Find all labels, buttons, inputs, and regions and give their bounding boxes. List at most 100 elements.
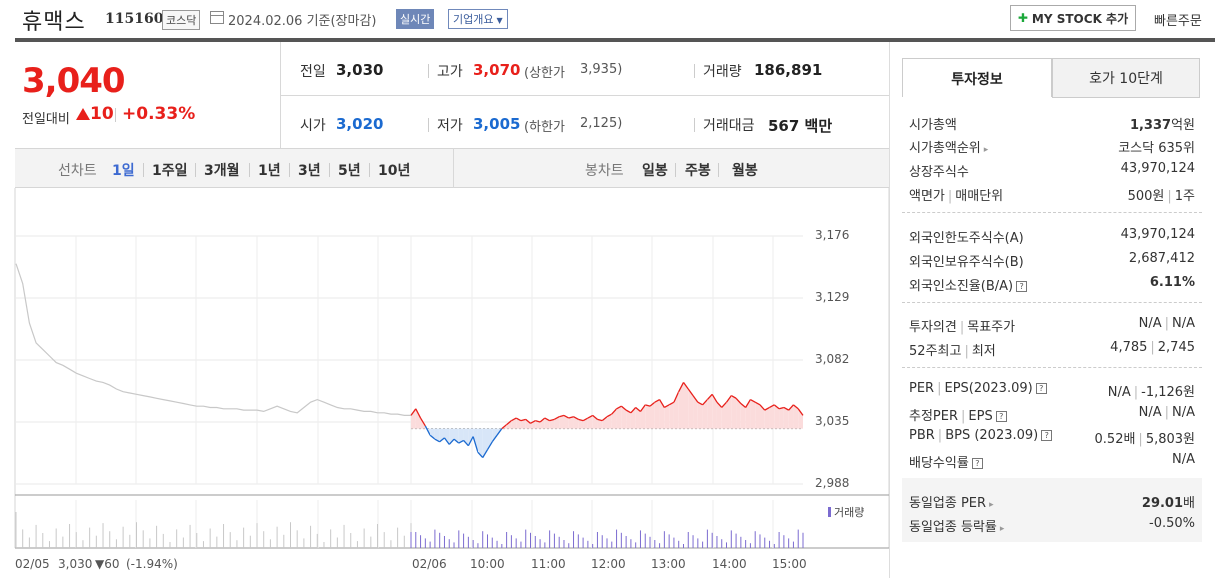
volume-legend-swatch (828, 507, 831, 517)
price-segment (429, 434, 436, 440)
info-key: 추정PER | EPS? (909, 405, 1007, 424)
price-segment (793, 404, 799, 410)
price-area (430, 428, 435, 440)
divider (902, 212, 1202, 213)
price-segment (601, 416, 608, 422)
price-segment (721, 401, 727, 408)
price-area (573, 416, 579, 429)
y-tick-label: 2,988 (815, 476, 850, 490)
price-area (678, 382, 684, 429)
price-area (482, 428, 488, 458)
price-area (688, 389, 694, 429)
info-row-market-cap-rank[interactable]: 시가총액순위 ▸ 코스닥 635위 (909, 137, 1195, 156)
price-segment (549, 418, 555, 422)
price-area (659, 399, 665, 429)
info-key: 외국인소진율(B/A)? (909, 275, 1028, 294)
x-tick-label: 02/05 (15, 557, 50, 571)
info-value: 29.01배 (1141, 496, 1195, 511)
divider (694, 118, 695, 132)
chevron-down-icon: ▼ (496, 16, 503, 25)
price-area (793, 404, 799, 429)
price-area (788, 404, 794, 429)
price-segment (506, 420, 512, 426)
info-row-peer-change[interactable]: 동일업종 등락률 ▸ -0.50% (909, 516, 1195, 535)
candle-weekly[interactable]: 주봉 (685, 163, 711, 179)
price-segment (778, 406, 785, 410)
high-value: 3,070 (473, 61, 521, 79)
info-row-peer-per[interactable]: 동일업종 PER ▸ 29.01배 (909, 492, 1195, 511)
price-area (506, 420, 512, 429)
divider (428, 64, 429, 78)
period-10y[interactable]: 10년 (378, 163, 411, 179)
price-area (654, 399, 660, 429)
info-key: 시가총액순위 ▸ (909, 141, 989, 156)
divider (115, 108, 116, 122)
info-row-foreign-ratio: 외국인소진율(B/A)? 6.11% (909, 275, 1195, 294)
info-key: 52주최고 | 최저 (909, 344, 996, 359)
price-segment (587, 414, 593, 419)
price-segment (654, 399, 660, 403)
period-1w[interactable]: 1주일 (152, 163, 188, 179)
y-tick-label: 3,176 (815, 228, 850, 242)
period-1d[interactable]: 1일 (112, 163, 135, 179)
price-segment (673, 391, 680, 403)
amount-label: 거래대금 (703, 118, 755, 134)
company-overview-dropdown[interactable]: 기업개요 ▼ (448, 9, 508, 29)
tab-hoga-10[interactable]: 호가 10단계 (1052, 58, 1200, 98)
price-segment (458, 439, 464, 444)
date-text: 2024.02.06 기준(장마감) (228, 14, 377, 29)
help-icon[interactable]: ? (1035, 383, 1047, 394)
price-area (587, 415, 593, 429)
divider (428, 118, 429, 132)
up-arrow-icon (76, 108, 90, 120)
price-segment (573, 416, 579, 420)
change-value: 10 (90, 104, 114, 124)
help-icon[interactable]: ? (1041, 430, 1053, 441)
price-area (559, 415, 564, 429)
chevron-right-icon: ▸ (999, 524, 1005, 534)
price-area (764, 407, 770, 429)
divider (369, 163, 370, 177)
help-icon[interactable]: ? (1016, 281, 1028, 292)
tab-invest-info[interactable]: 투자정보 (902, 58, 1052, 98)
price-area (635, 407, 641, 429)
price-segment (616, 405, 622, 410)
info-value: 43,970,124 (1120, 227, 1195, 242)
price-segment (520, 418, 526, 422)
stock-code: 115160 (105, 11, 164, 27)
prev-day-line (15, 263, 411, 416)
volume-label: 거래량 (703, 64, 742, 80)
prev-close-value: 3,030 (58, 557, 93, 571)
price-segment (611, 408, 618, 415)
add-mystock-button[interactable]: ✚ MY STOCK 추가 (1010, 5, 1136, 31)
help-icon[interactable]: ? (971, 458, 983, 469)
price-segment (515, 417, 522, 422)
candle-chart-label: 봉차트 (585, 163, 624, 179)
price-segment (415, 408, 422, 419)
price-chart[interactable] (0, 0, 890, 578)
help-icon[interactable]: ? (995, 411, 1007, 422)
price-area (458, 428, 464, 444)
info-key: 시가총액 (909, 118, 957, 133)
period-1y[interactable]: 1년 (258, 163, 281, 179)
info-value: 6.11% (1149, 275, 1195, 290)
candle-daily[interactable]: 일봉 (642, 163, 668, 179)
info-value: N/A | N/A (1138, 316, 1195, 331)
price-segment (491, 434, 498, 443)
price-area (683, 382, 689, 429)
price-segment (740, 403, 747, 408)
y-tick-label: 3,082 (815, 352, 850, 366)
price-area (492, 428, 498, 442)
candle-monthly[interactable]: 월봉 (732, 163, 758, 179)
realtime-button[interactable]: 실시간 (396, 9, 435, 29)
fast-order-link[interactable]: 빠른주문 (1154, 14, 1202, 29)
divider (280, 95, 889, 96)
period-3y[interactable]: 3년 (298, 163, 321, 179)
period-5y[interactable]: 5년 (338, 163, 361, 179)
price-area (477, 428, 483, 458)
high-label: 고가 (437, 64, 463, 80)
price-area (425, 425, 431, 436)
price-segment (606, 413, 613, 418)
lower-limit-label: (하한가 (524, 120, 565, 135)
period-3m[interactable]: 3개월 (204, 163, 240, 179)
